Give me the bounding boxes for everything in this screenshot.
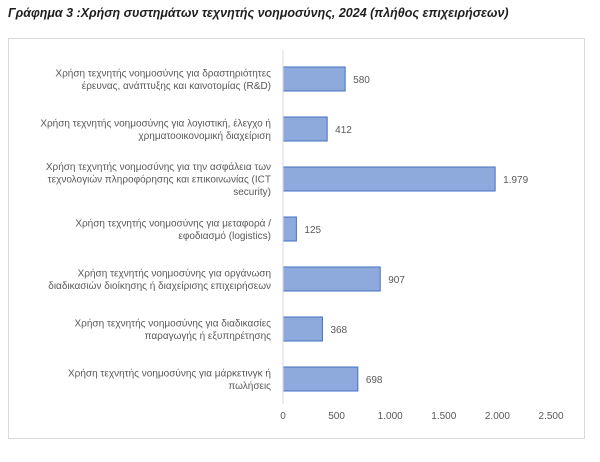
- value-label-0: 580: [353, 75, 370, 86]
- category-label-0: Χρήση τεχνητής νοημοσύνης για δραστηριότ…: [55, 67, 271, 92]
- category-label-6: Χρήση τεχνητής νοημοσύνης για μάρκετινγκ…: [68, 367, 271, 392]
- category-label-3: Χρήση τεχνητής νοημοσύνης για μεταφορά /…: [75, 217, 271, 242]
- bar-5: [282, 316, 323, 342]
- x-tick-label-1: 500: [328, 411, 345, 422]
- x-tick-label-5: 2.500: [538, 411, 563, 422]
- x-axis: 0 500 1.000 1.500 2.000 2.500: [280, 50, 564, 422]
- bar-6: [282, 366, 359, 392]
- bar-1: [282, 116, 328, 142]
- value-label-5: 368: [330, 325, 347, 336]
- x-tick-label-4: 2.000: [485, 411, 510, 422]
- bar-0: [282, 66, 346, 92]
- x-tick-label-2: 1.000: [378, 411, 403, 422]
- bar-4: [282, 266, 381, 292]
- bar-2: [282, 166, 496, 192]
- value-labels: 580 412 1.979 125 907 368 698: [304, 75, 528, 386]
- value-label-3: 125: [304, 225, 321, 236]
- value-label-1: 412: [335, 125, 352, 136]
- value-label-4: 907: [388, 275, 405, 286]
- chart-title: Γράφημα 3 :Χρήση συστημάτων τεχνητής νοη…: [8, 6, 509, 20]
- value-label-6: 698: [366, 375, 383, 386]
- category-label-4: Χρήση τεχνητής νοημοσύνης για οργάνωση δι…: [48, 267, 271, 292]
- category-labels: Χρήση τεχνητής νοημοσύνης για δραστηριότ…: [40, 67, 271, 392]
- value-label-2: 1.979: [503, 175, 528, 186]
- category-label-1: Χρήση τεχνητής νοημοσύνης για λογιστική,…: [40, 117, 271, 142]
- bars: [282, 66, 496, 392]
- x-tick-label-3: 1.500: [431, 411, 456, 422]
- category-label-5: Χρήση τεχνητής νοημοσύνης για διαδικασίε…: [75, 317, 272, 342]
- chart-frame: [8, 38, 585, 439]
- x-tick-label-0: 0: [280, 411, 286, 422]
- category-label-2: Χρήση τεχνητής νοημοσύνης για την ασφάλε…: [46, 161, 271, 198]
- bar-3: [282, 216, 297, 242]
